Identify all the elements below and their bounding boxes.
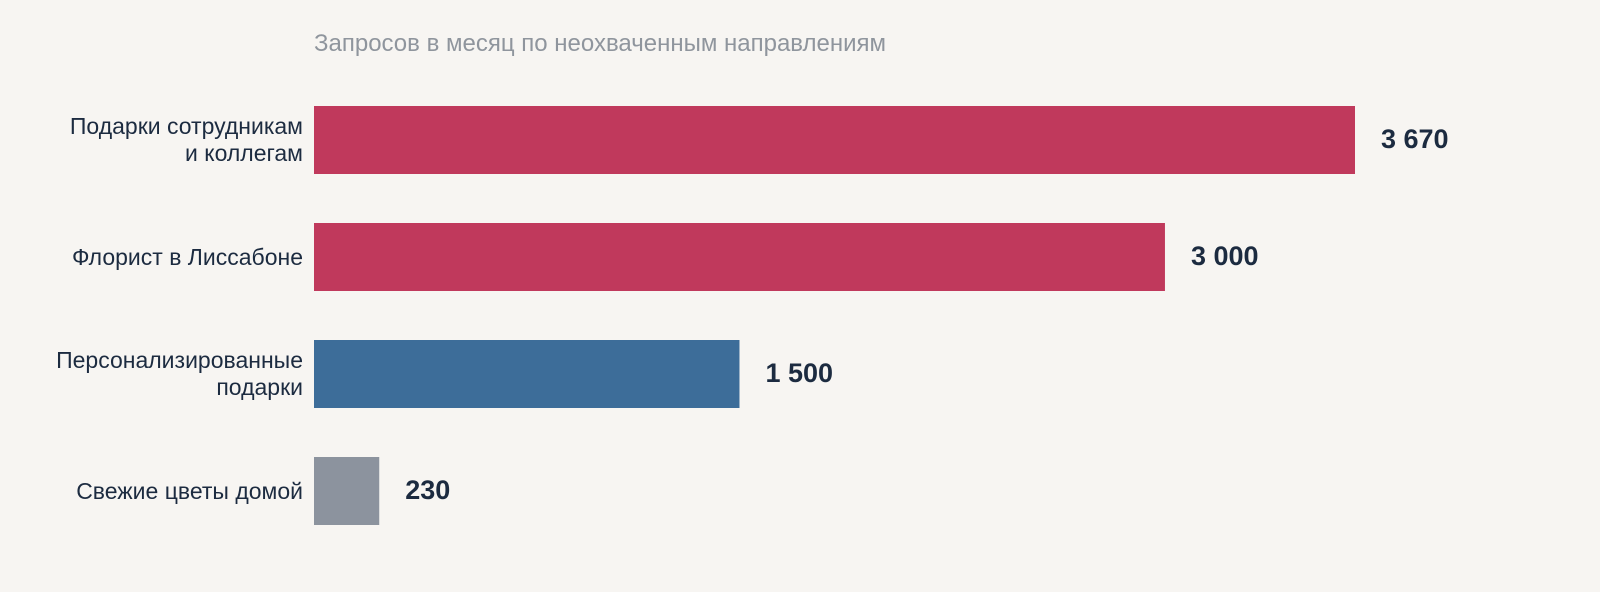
bar (314, 340, 740, 408)
category-label: Флорист в Лиссабоне (71, 243, 303, 270)
value-label: 230 (405, 475, 450, 505)
bar (314, 223, 1165, 291)
chart-title: Запросов в месяц по неохваченным направл… (314, 30, 887, 57)
value-label: 3 000 (1191, 241, 1259, 271)
category-label: Персонализированные подарки (56, 347, 303, 400)
bar (314, 457, 380, 525)
category-label: Подарки сотрудникам и коллегам (69, 113, 303, 166)
bar (314, 106, 1355, 174)
category-label: Свежие цветы домой (76, 477, 303, 504)
value-label: 3 670 (1381, 124, 1449, 154)
value-label: 1 500 (765, 358, 833, 388)
